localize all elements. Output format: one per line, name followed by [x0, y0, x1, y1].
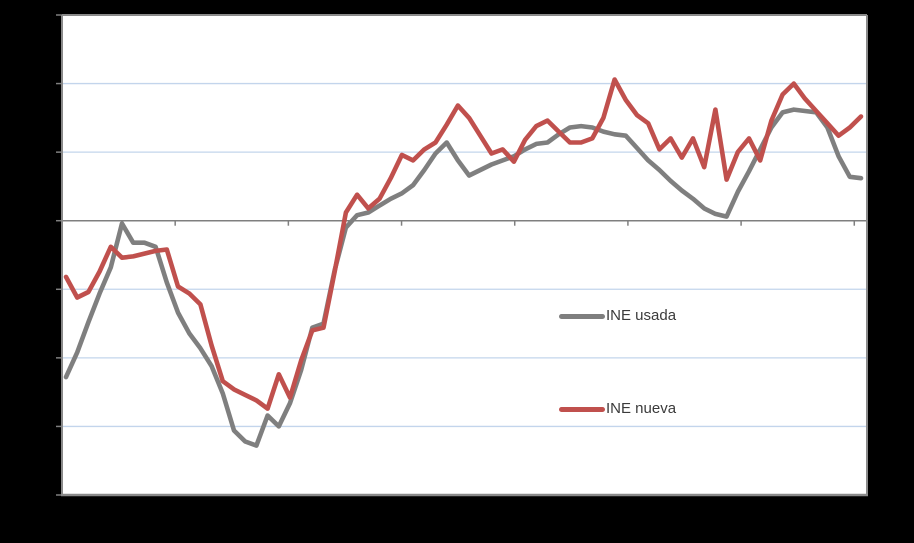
plot-area [62, 15, 867, 495]
series-line-ine-nueva [63, 77, 864, 411]
legend-item-ine-usada: INE usada [559, 307, 676, 325]
legend-swatch-ine-usada [559, 313, 605, 319]
legend-item-ine-nueva: INE nueva [559, 400, 676, 418]
legend-label-ine-nueva: INE nueva [606, 400, 677, 417]
series-line-ine-usada [63, 107, 864, 448]
legend-swatch-ine-nueva [559, 406, 605, 412]
legend-label-ine-usada: INE usada [606, 307, 677, 324]
